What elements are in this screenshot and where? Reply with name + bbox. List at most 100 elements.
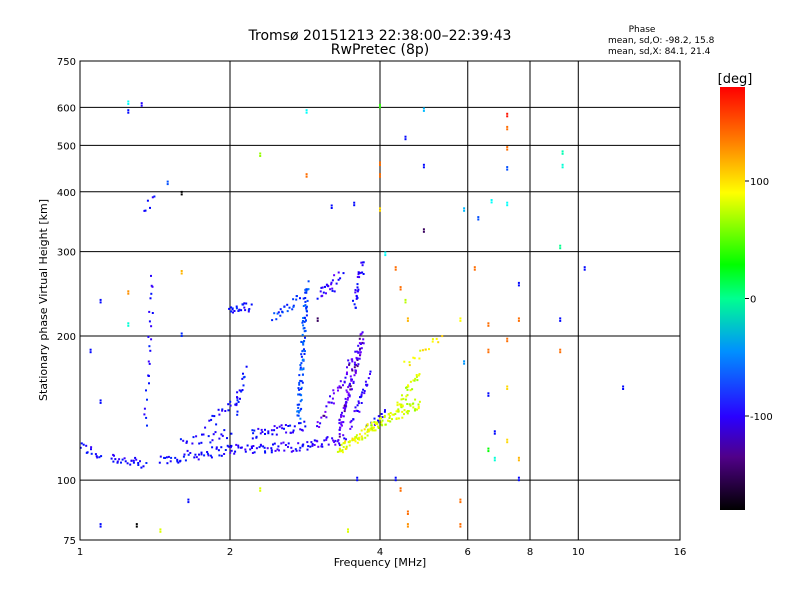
data-point <box>343 380 346 383</box>
data-point <box>307 288 310 291</box>
data-point <box>326 436 329 439</box>
data-point <box>400 403 403 406</box>
data-point <box>353 363 356 366</box>
data-point <box>301 373 304 376</box>
data-point <box>401 416 404 419</box>
data-point <box>229 451 232 454</box>
data-point <box>246 444 249 447</box>
data-point <box>299 364 302 366</box>
data-point <box>347 386 350 389</box>
data-point <box>149 349 152 352</box>
data-point <box>355 369 357 372</box>
data-point <box>110 457 113 460</box>
data-point <box>338 433 341 435</box>
data-point <box>252 445 255 447</box>
data-point <box>99 399 102 402</box>
data-point <box>412 356 415 359</box>
data-point <box>358 271 361 274</box>
data-point <box>148 382 150 385</box>
data-point <box>118 458 121 461</box>
data-point <box>202 433 205 436</box>
data-point <box>201 433 203 436</box>
y-tick-label: 600 <box>57 103 76 114</box>
data-point <box>229 400 232 403</box>
data-point <box>405 386 407 389</box>
data-point <box>299 422 302 425</box>
data-point <box>374 429 377 432</box>
data-point <box>392 413 395 416</box>
data-point <box>301 333 304 336</box>
data-point <box>302 317 305 319</box>
data-point <box>166 180 169 183</box>
data-point <box>417 407 420 410</box>
data-point <box>487 392 490 395</box>
data-point <box>379 175 381 178</box>
data-point <box>336 450 339 453</box>
phase-info-o: mean, sd,O: -98.2, 15.8 <box>608 36 715 46</box>
data-point <box>270 429 273 432</box>
data-point <box>218 454 221 457</box>
data-point <box>291 308 294 311</box>
data-point <box>229 404 232 407</box>
data-point <box>340 421 343 424</box>
data-point <box>342 406 345 409</box>
x-axis-label: Frequency [MHz] <box>334 556 426 569</box>
data-point <box>373 417 376 420</box>
data-point <box>304 291 307 294</box>
data-point <box>267 432 270 435</box>
data-point <box>348 382 351 385</box>
data-point <box>285 431 288 434</box>
data-point <box>359 353 362 356</box>
data-point <box>331 437 334 440</box>
data-point <box>150 338 153 341</box>
data-point <box>221 408 224 411</box>
data-point <box>322 291 325 294</box>
data-point <box>506 115 509 118</box>
data-point <box>344 407 347 410</box>
data-point <box>297 442 300 445</box>
data-point <box>146 398 148 401</box>
data-point <box>191 442 194 445</box>
data-point <box>242 384 245 387</box>
data-point <box>381 419 384 422</box>
colorbar-tick-label: 0 <box>750 295 756 306</box>
data-point <box>96 456 99 459</box>
data-point <box>325 438 328 441</box>
data-point <box>334 439 337 442</box>
data-point <box>415 376 418 378</box>
data-point <box>412 402 415 405</box>
data-point <box>348 384 351 387</box>
data-point <box>307 280 310 283</box>
data-point <box>180 193 183 196</box>
data-point <box>397 408 400 411</box>
data-point <box>517 317 520 320</box>
data-point <box>360 402 363 404</box>
data-point <box>300 398 303 401</box>
data-point <box>80 442 83 445</box>
data-point <box>338 428 341 431</box>
data-point <box>350 419 353 422</box>
data-point <box>244 450 247 453</box>
data-point <box>399 286 402 289</box>
data-point <box>412 379 415 382</box>
chart-title: Tromsø 20151213 22:38:00–22:39:43 <box>248 28 512 44</box>
data-point <box>177 461 180 464</box>
data-point <box>298 422 300 425</box>
data-point <box>506 125 509 128</box>
data-point <box>180 335 183 337</box>
data-point <box>302 305 305 307</box>
data-point <box>206 452 209 455</box>
chart-subtitle: RwPretec (8p) <box>331 42 429 58</box>
data-point <box>517 281 520 284</box>
data-point <box>278 449 280 452</box>
data-point <box>127 109 130 112</box>
data-point <box>147 375 150 377</box>
data-point <box>306 441 309 444</box>
data-point <box>347 528 349 531</box>
data-point <box>424 348 427 351</box>
data-point <box>561 150 564 153</box>
data-point <box>303 330 306 333</box>
data-point <box>383 416 386 419</box>
data-point <box>241 389 244 391</box>
